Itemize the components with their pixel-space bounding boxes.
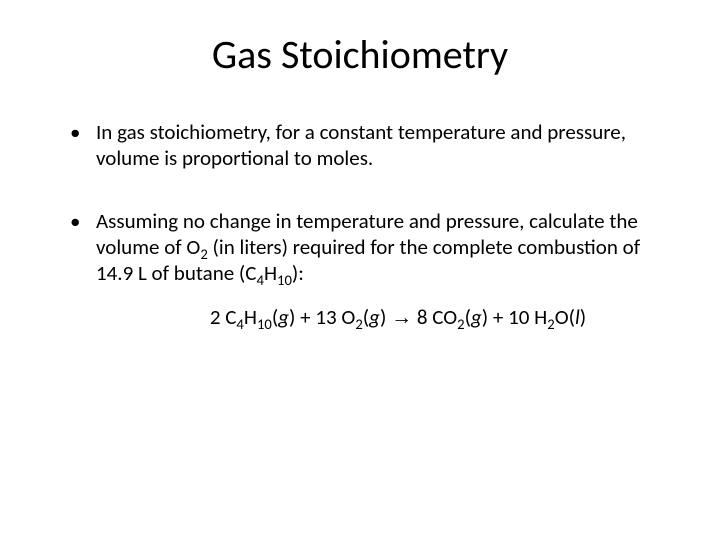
eq-o: O( bbox=[555, 304, 575, 330]
eq-p1-close: ) + 13 O bbox=[289, 304, 355, 330]
eq-c1-sub: 4 bbox=[236, 315, 243, 333]
eq-c1: 2 C bbox=[210, 304, 237, 330]
bullet-2-c-sub: 4 bbox=[256, 271, 263, 289]
arrow-icon: → bbox=[391, 306, 412, 329]
eq-g2: g bbox=[369, 304, 380, 330]
eq-p2-close: ) bbox=[380, 304, 391, 330]
bullet-1: In gas stoichiometry, for a constant tem… bbox=[70, 119, 660, 172]
eq-o-sub: 2 bbox=[355, 315, 362, 333]
bullet-2-h: H bbox=[264, 260, 277, 286]
eq-h1: H bbox=[244, 304, 257, 330]
eq-g3: g bbox=[471, 304, 482, 330]
eq-co2-sub: 2 bbox=[457, 315, 464, 333]
slide: Gas Stoichiometry In gas stoichiometry, … bbox=[0, 0, 720, 540]
body-list: In gas stoichiometry, for a constant tem… bbox=[70, 119, 660, 332]
eq-h2-sub: 2 bbox=[547, 315, 554, 333]
eq-co2: 8 CO bbox=[412, 304, 457, 330]
slide-title: Gas Stoichiometry bbox=[40, 30, 680, 79]
eq-p3-close: ) + 10 H bbox=[482, 304, 547, 330]
eq-g1: g bbox=[278, 304, 289, 330]
eq-h1-sub: 10 bbox=[257, 315, 272, 333]
equation: 2 C4H10(g) + 13 O2(g) → 8 CO2(g) + 10 H2… bbox=[136, 304, 660, 331]
bullet-2: Assuming no change in temperature and pr… bbox=[70, 208, 660, 332]
bullet-1-text: In gas stoichiometry, for a constant tem… bbox=[96, 119, 626, 171]
eq-end: ) bbox=[580, 304, 586, 330]
bullet-2-suffix: ): bbox=[292, 260, 304, 286]
bullet-2-h-sub: 10 bbox=[277, 271, 292, 289]
